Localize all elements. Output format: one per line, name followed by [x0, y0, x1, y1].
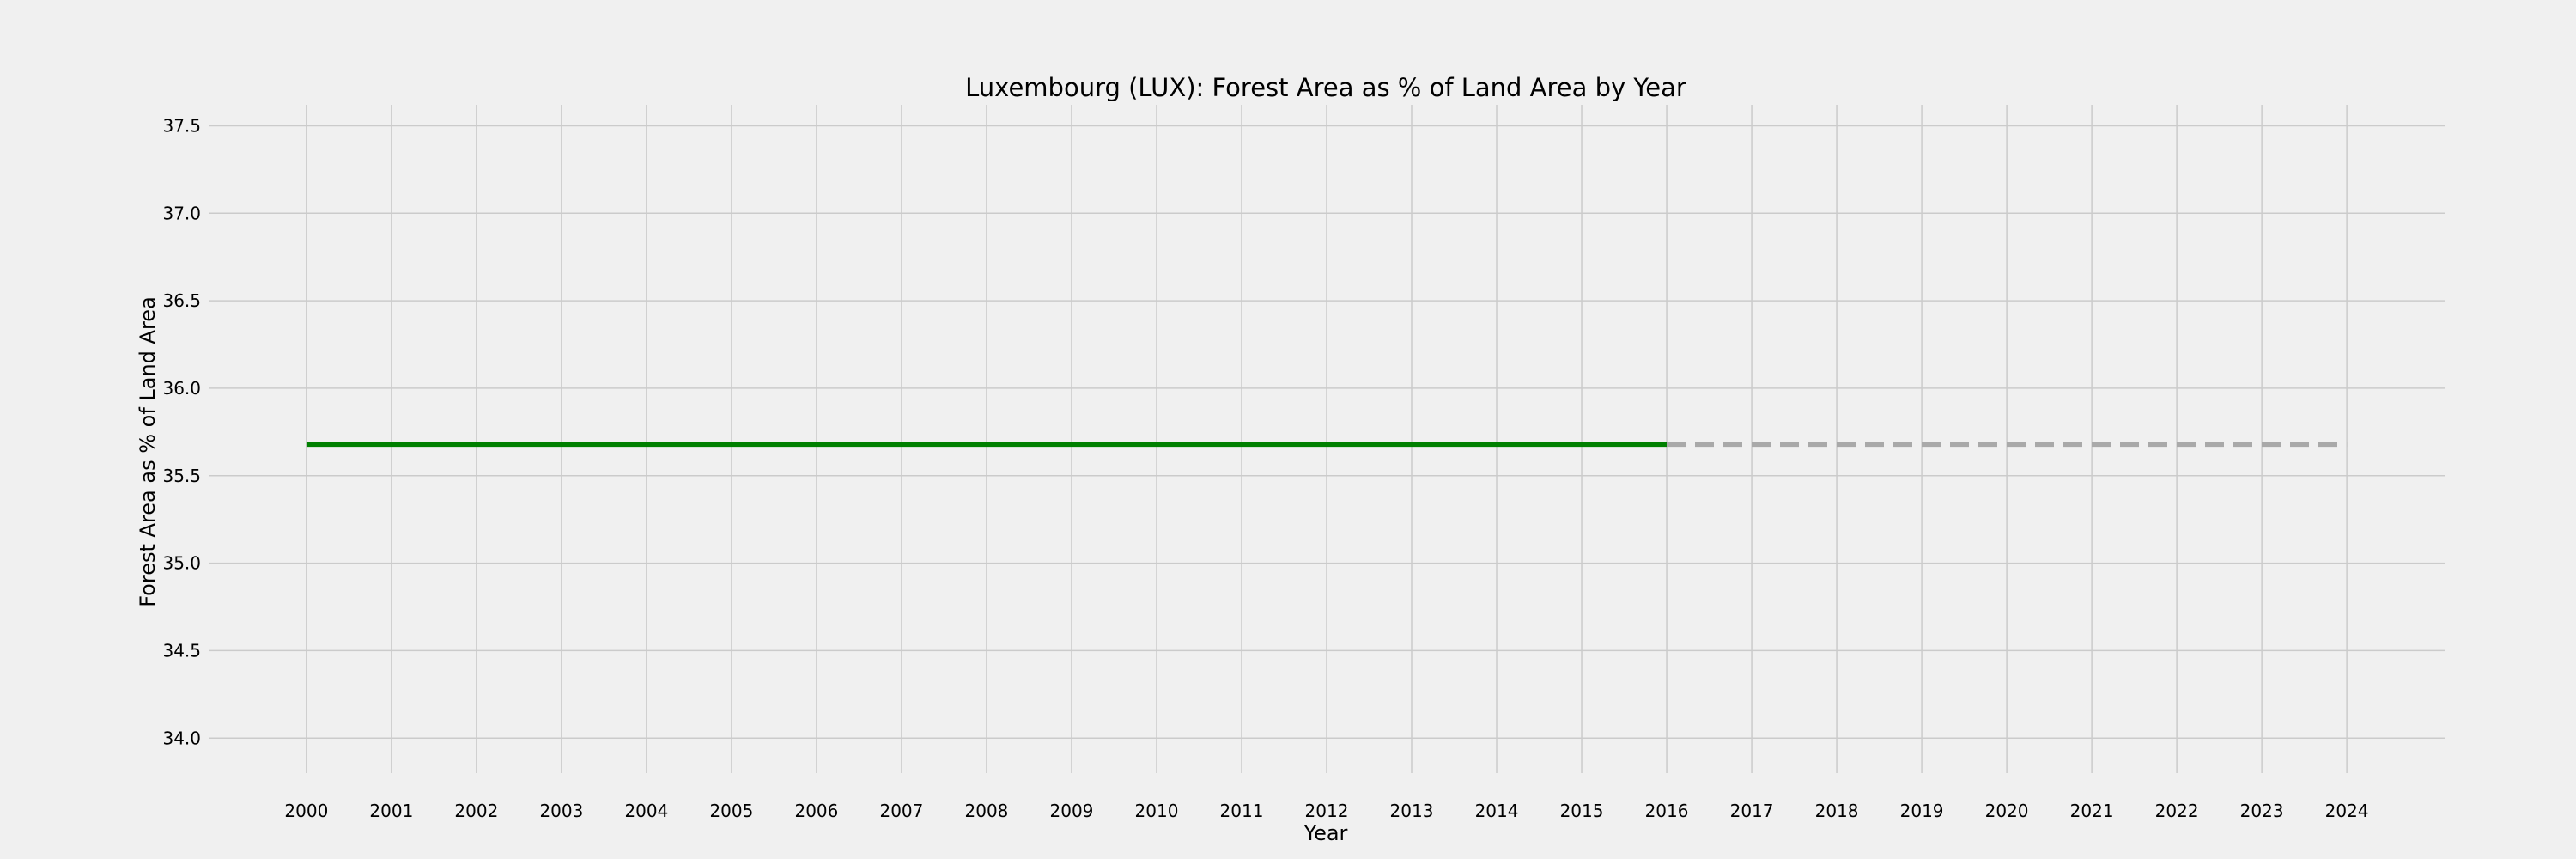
y-tick-label: 36.0: [162, 378, 201, 399]
x-tick-label: 2014: [1475, 801, 1519, 821]
x-axis-label: Year: [1303, 821, 1348, 845]
y-tick-label: 35.5: [162, 466, 201, 486]
x-tick-label: 2004: [624, 801, 668, 821]
x-tick-label: 2023: [2240, 801, 2284, 821]
x-tick-label: 2007: [879, 801, 923, 821]
x-tick-label: 2021: [2070, 801, 2114, 821]
x-tick-label: 2016: [1645, 801, 1689, 821]
x-tick-label: 2010: [1135, 801, 1179, 821]
x-tick-label: 2024: [2325, 801, 2369, 821]
y-tick-label: 35.0: [162, 553, 201, 574]
y-tick-label: 37.5: [162, 115, 201, 136]
x-tick-label: 2012: [1305, 801, 1349, 821]
x-tick-label: 2020: [1985, 801, 2029, 821]
x-tick-label: 2002: [454, 801, 498, 821]
x-tick-label: 2009: [1050, 801, 1094, 821]
x-tick-label: 2019: [1900, 801, 1944, 821]
tick-labels: 2000 2001 2002 2003 2004 2005 2006 2007 2008 2009…: [162, 115, 2368, 821]
chart-title: Luxembourg (LUX): Forest Area as % of La…: [965, 73, 1686, 102]
x-tick-label: 2015: [1560, 801, 1604, 821]
y-axis-label: Forest Area as % of Land Area: [136, 296, 160, 607]
y-tick-label: 34.5: [162, 640, 201, 661]
x-tick-label: 2006: [794, 801, 838, 821]
x-tick-label: 2018: [1815, 801, 1859, 821]
y-tick-label: 34.0: [162, 728, 201, 748]
x-tick-label: 2022: [2155, 801, 2199, 821]
grid: [209, 105, 2445, 773]
x-tick-label: 2003: [539, 801, 583, 821]
x-tick-label: 2013: [1390, 801, 1434, 821]
x-tick-label: 2017: [1730, 801, 1774, 821]
y-tick-label: 37.0: [162, 203, 201, 223]
x-tick-label: 2008: [965, 801, 1009, 821]
x-tick-label: 2011: [1220, 801, 1264, 821]
x-tick-label: 2005: [709, 801, 753, 821]
x-tick-label: 2001: [369, 801, 413, 821]
x-tick-label: 2000: [284, 801, 328, 821]
y-tick-label: 36.5: [162, 290, 201, 311]
